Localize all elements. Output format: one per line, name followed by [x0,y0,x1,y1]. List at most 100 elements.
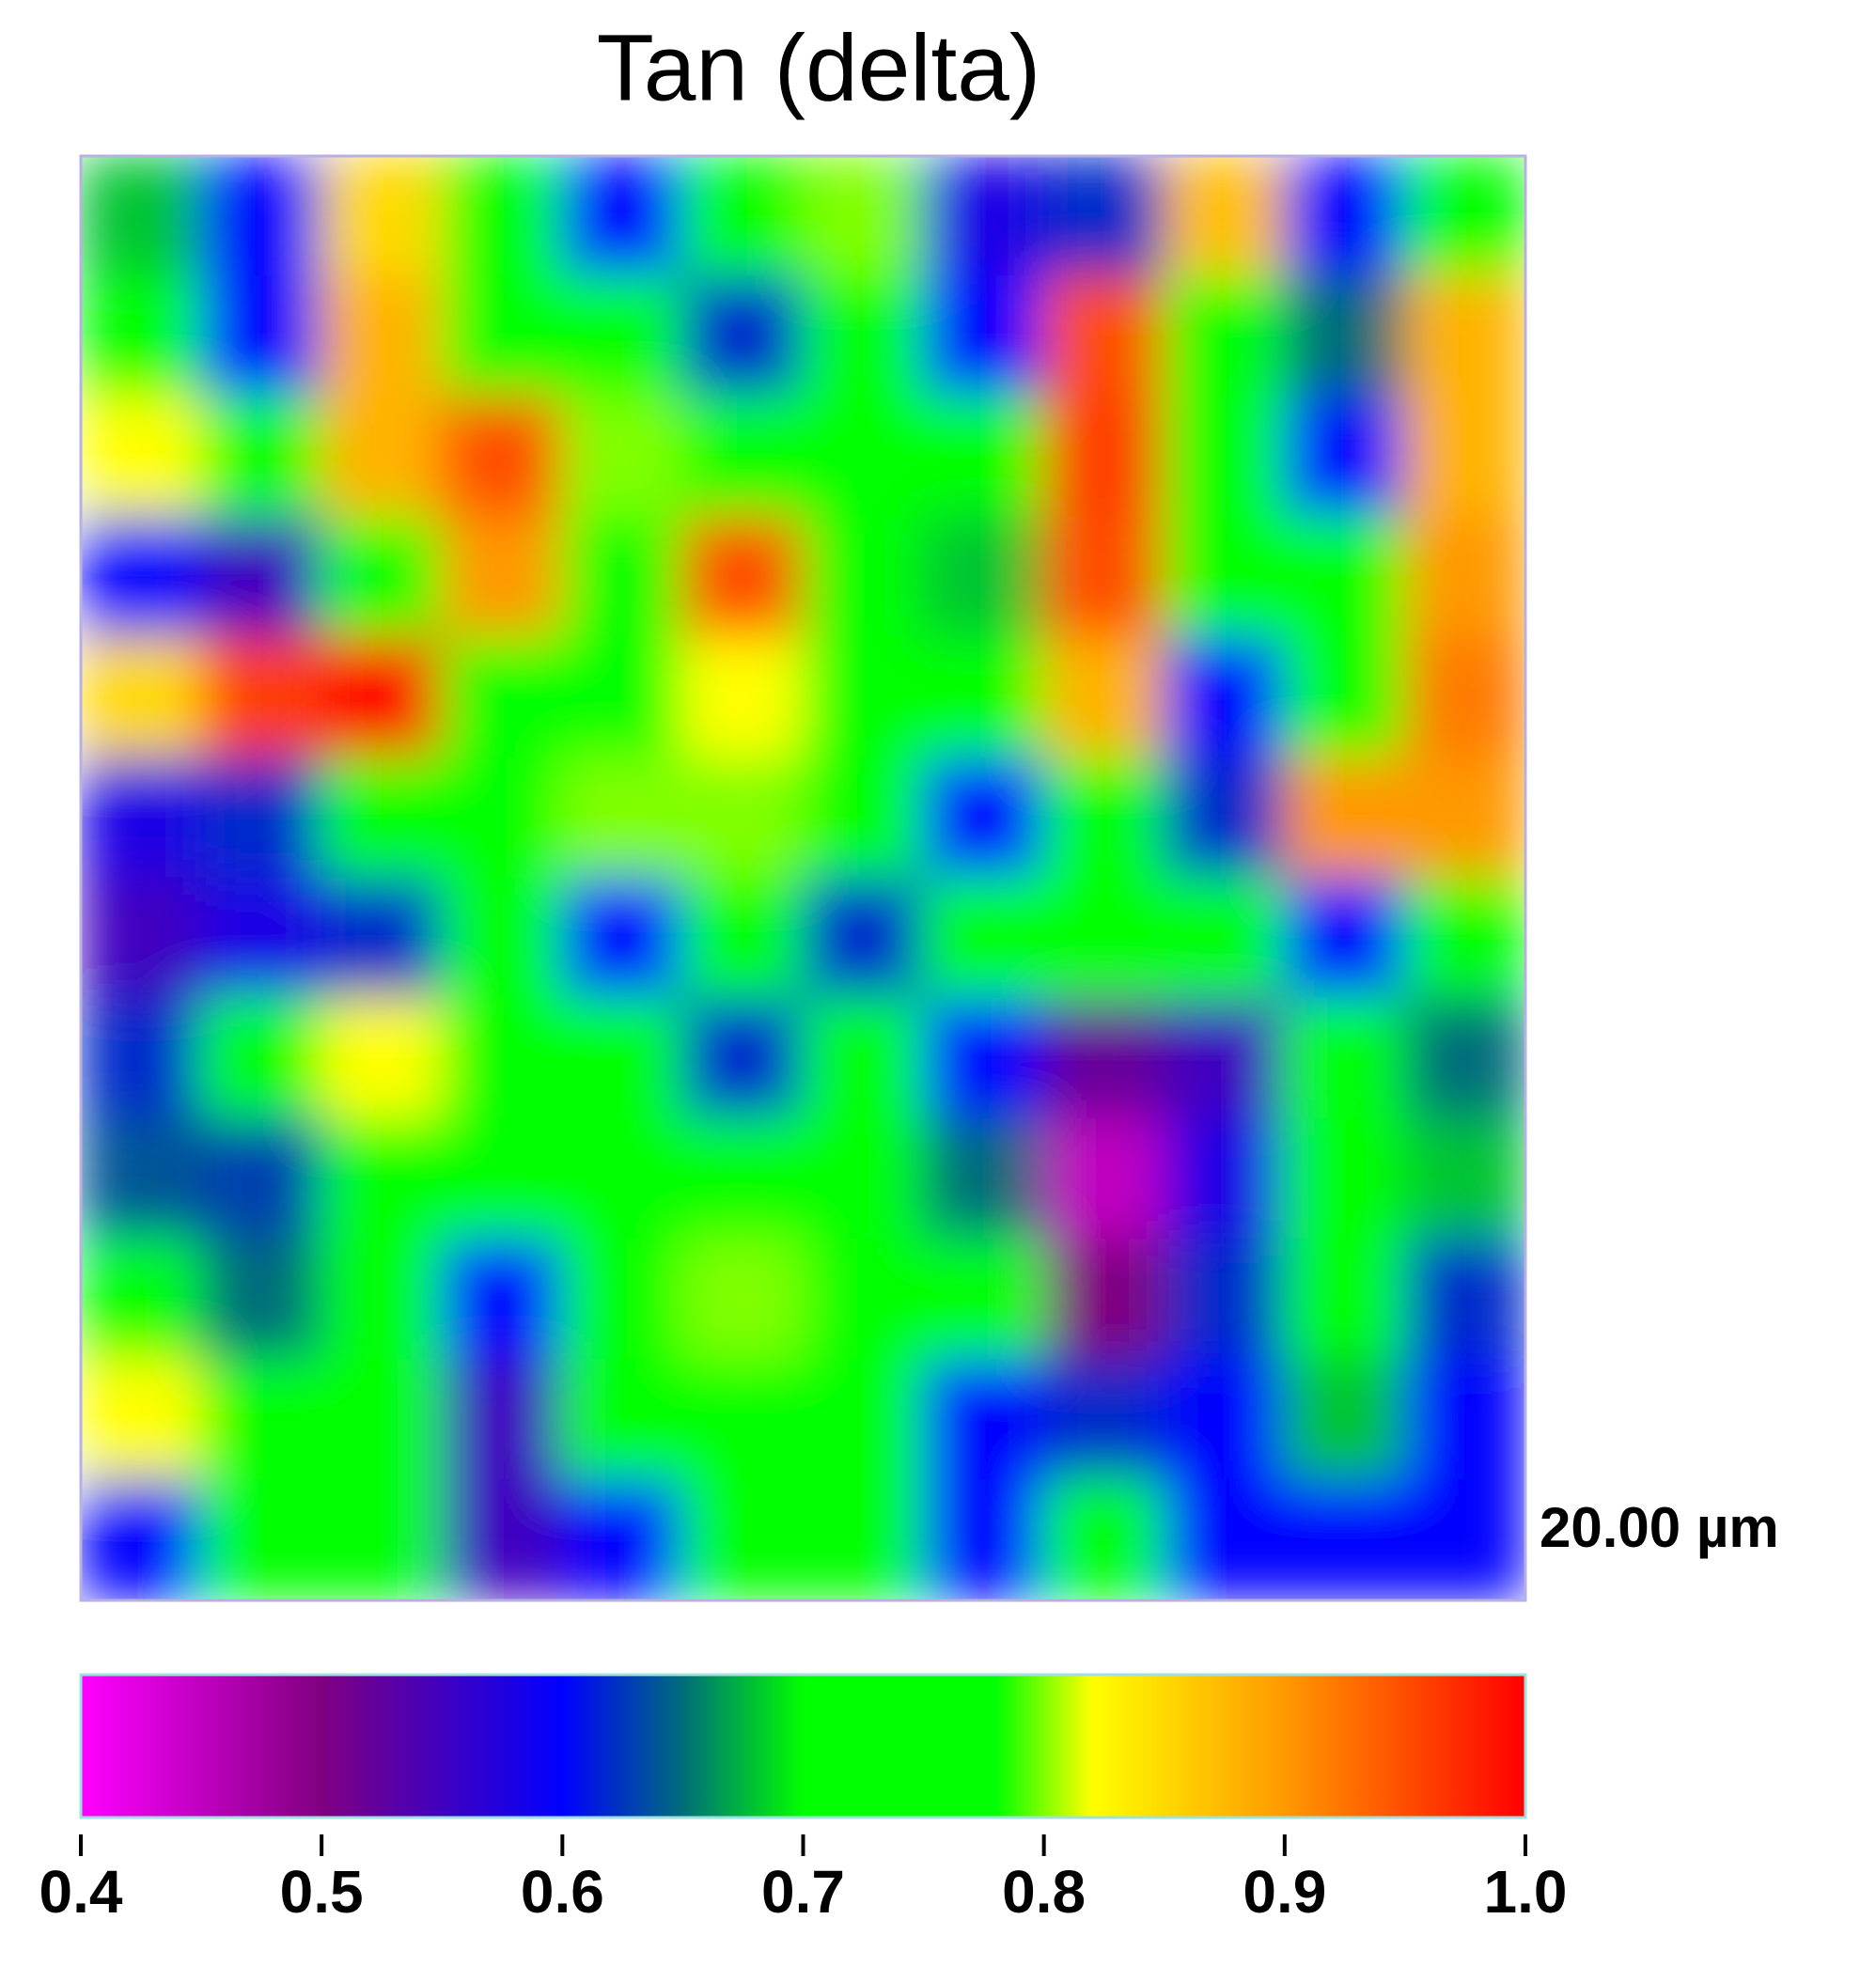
heatmap-cell [1403,997,1525,1120]
heatmap-cell [681,156,805,278]
heatmap-cell [320,1117,444,1240]
chart-title: Tan (delta) [597,15,1040,120]
heatmap-cell [922,1358,1045,1481]
heatmap-cell [1042,516,1165,639]
heatmap-cell [81,636,203,759]
heatmap-cell [1403,516,1525,639]
heatmap-cell [681,757,805,880]
heatmap-cell [681,1238,805,1361]
heatmap-cell [802,636,925,759]
heatmap-cell [1403,1238,1525,1361]
heatmap-cell [922,396,1045,519]
heatmap-cell [1163,156,1286,278]
heatmap-cell [1163,1238,1286,1361]
heatmap-cell [1042,156,1165,278]
heatmap-cell [200,396,323,519]
heatmap-cell [200,1238,323,1361]
colorbar [79,1673,1527,1819]
heatmap-cell [441,636,564,759]
heatmap-cell [1283,1117,1406,1240]
heatmap-cell [561,877,684,1000]
heatmap-cell [320,156,444,278]
heatmap-cell [81,516,203,639]
heatmap-cell [1042,1238,1165,1361]
heatmap-cell [561,516,684,639]
heatmap-cell [802,1358,925,1481]
heatmap-cell [441,1238,564,1361]
heatmap-cell [1163,1117,1286,1240]
heatmap-cell [1163,636,1286,759]
heatmap-cell [200,1478,323,1600]
colorbar-tick-label: 0.6 [521,1858,604,1926]
heatmap-cell [1283,757,1406,880]
heatmap-cell [320,275,444,398]
heatmap-cell [200,1117,323,1240]
heatmap-cell [1403,1358,1525,1481]
heatmap-cell [561,1238,684,1361]
heatmap-cell [1042,636,1165,759]
heatmap-cell [320,1238,444,1361]
heatmap-cell [441,757,564,880]
heatmap-cell [802,275,925,398]
heatmap-cell [1283,1358,1406,1481]
heatmap-cell [802,1238,925,1361]
heatmap-cell [320,1478,444,1600]
heatmap-cell [1403,877,1525,1000]
heatmap-cell [1163,1478,1286,1600]
heatmap-cell [81,1238,203,1361]
heatmap-cell [1283,997,1406,1120]
heatmap-cell [1403,636,1525,759]
heatmap-cell [561,1358,684,1481]
heatmap-cell [681,275,805,398]
heatmap-cell [200,275,323,398]
heatmap-cell [441,156,564,278]
heatmap-cell [81,1358,203,1481]
heatmap-cell [1042,1478,1165,1600]
colorbar-tick-label: 0.5 [280,1858,364,1926]
heatmap-cell [441,1117,564,1240]
heatmap-cell [1403,1117,1525,1240]
heatmap-cell [561,396,684,519]
heatmap-cell [1283,275,1406,398]
heatmap-cell [441,1358,564,1481]
heatmap-cell [81,1478,203,1600]
heatmap-cell [561,1117,684,1240]
scale-label: 20.00 µm [1540,1496,1779,1559]
heatmap-cell [1283,156,1406,278]
heatmap-cell [922,997,1045,1120]
heatmap-cell [320,396,444,519]
heatmap-cell [1163,757,1286,880]
heatmap-cell [1403,757,1525,880]
heatmap-cell [1042,997,1165,1120]
heatmap-cell [1042,757,1165,880]
heatmap-cell [81,757,203,880]
heatmap-cell [681,1478,805,1600]
colorbar-tick-label: 0.4 [39,1858,123,1926]
heatmap-cell [922,1238,1045,1361]
heatmap-cell [802,396,925,519]
heatmap-cell [1042,275,1165,398]
heatmap-cell [681,1358,805,1481]
heatmap-cell [1163,877,1286,1000]
heatmap-cell [1163,275,1286,398]
colorbar-tick-label: 0.8 [1002,1858,1086,1926]
heatmap-cell [922,877,1045,1000]
heatmap-cell [81,396,203,519]
heatmap-cell [1042,1358,1165,1481]
heatmap-cell [922,1117,1045,1240]
heatmap-cell [81,1117,203,1240]
heatmap-cell [320,877,444,1000]
heatmap-cell [802,757,925,880]
heatmap-cell [81,877,203,1000]
heatmap-cell [1283,396,1406,519]
heatmap-cell [1283,877,1406,1000]
heatmap-cell [922,516,1045,639]
heatmap-cell [922,757,1045,880]
heatmap-cell [561,757,684,880]
heatmap-cell [200,757,323,880]
heatmap-cell [200,1358,323,1481]
heatmap-cell [1283,636,1406,759]
image-frame [79,154,1527,1602]
heatmap-cell [561,997,684,1120]
